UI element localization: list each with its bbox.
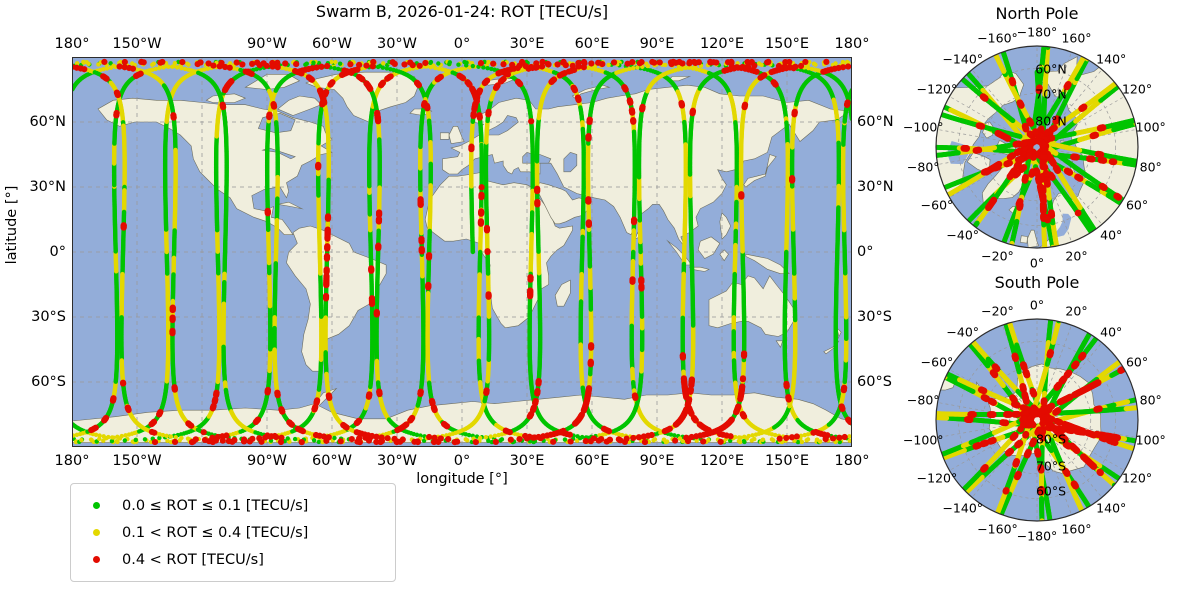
legend-label-mid: 0.1 < ROT ≤ 0.4 [TECU/s]	[122, 524, 309, 541]
south-angle-tick-label: −80°	[906, 392, 940, 408]
north-angle-tick-label: −160°	[977, 30, 1018, 46]
legend: 0.0 ≤ ROT ≤ 0.1 [TECU/s] 0.1 < ROT ≤ 0.4…	[70, 483, 396, 582]
legend-dot-green-icon	[93, 502, 100, 509]
north-angle-tick-label: 160°	[1061, 30, 1092, 46]
north-angle-tick-label: 40°	[1100, 227, 1123, 243]
south-angle-tick-label: 40°	[1100, 324, 1123, 340]
y-axis-label: latitude [°]	[4, 185, 20, 265]
main-title: Swarm B, 2026-01-24: ROT [TECU/s]	[315, 2, 609, 21]
y-tick-label-left: 60°S	[31, 374, 66, 390]
north-angle-tick-label: −80°	[906, 159, 940, 175]
north-angle-tick-label: 100°	[1135, 119, 1166, 135]
y-tick-label-right: 60°N	[857, 114, 894, 130]
legend-dot-yellow-icon	[93, 529, 100, 536]
north-angle-tick-label: −140°	[942, 51, 984, 67]
x-tick-label-top: 150°W	[112, 36, 162, 52]
south-radial-tick-label: 60°S	[1035, 483, 1067, 499]
x-tick-label-top: 150°E	[764, 36, 810, 52]
world-map-canvas	[72, 57, 852, 447]
x-tick-label-bottom: 30°E	[509, 453, 545, 469]
north-pole-canvas	[934, 44, 1140, 250]
south-angle-tick-label: 20°	[1065, 303, 1088, 319]
north-radial-tick-label: 80°N	[1035, 113, 1067, 129]
x-tick-label-top: 30°E	[509, 36, 545, 52]
x-tick-label-bottom: 180°	[834, 453, 870, 469]
x-tick-label-bottom: 60°W	[311, 453, 353, 469]
south-radial-tick-label: 70°S	[1035, 458, 1067, 474]
south-angle-tick-label: 100°	[1135, 432, 1166, 448]
south-angle-tick-label: 140°	[1096, 500, 1127, 516]
south-angle-tick-label: −160°	[977, 521, 1018, 537]
south-angle-tick-label: −140°	[942, 500, 984, 516]
x-tick-label-top: 30°W	[376, 36, 418, 52]
x-tick-label-top: 90°E	[639, 36, 675, 52]
x-tick-label-bottom: 90°E	[639, 453, 675, 469]
y-tick-label-left: 0°	[49, 244, 66, 260]
x-tick-label-top: 180°	[834, 36, 870, 52]
south-angle-tick-label: −40°	[946, 324, 980, 340]
north-angle-tick-label: −20°	[981, 248, 1014, 264]
north-angle-tick-label: 80°	[1139, 159, 1162, 175]
x-tick-label-top: 60°W	[311, 36, 353, 52]
south-pole-title: South Pole	[994, 273, 1080, 292]
x-tick-label-bottom: 0°	[453, 453, 471, 469]
south-angle-tick-label: 80°	[1139, 392, 1162, 408]
north-angle-tick-label: −100°	[902, 119, 944, 135]
x-tick-label-bottom: 180°	[54, 453, 90, 469]
north-angle-tick-label: −40°	[946, 227, 980, 243]
north-angle-tick-label: −120°	[916, 81, 958, 97]
y-tick-label-right: 30°N	[857, 179, 894, 195]
south-angle-tick-label: 60°	[1125, 354, 1149, 370]
y-tick-label-right: 0°	[857, 244, 874, 260]
north-pole-title: North Pole	[995, 4, 1079, 23]
north-radial-tick-label: 70°N	[1035, 86, 1067, 102]
x-tick-label-bottom: 120°E	[699, 453, 745, 469]
x-tick-label-top: 60°E	[574, 36, 610, 52]
south-angle-tick-label: −180°	[1016, 528, 1058, 543]
y-tick-label-left: 30°S	[31, 309, 66, 325]
x-tick-label-top: 0°	[453, 36, 471, 52]
legend-item-high: 0.4 < ROT [TECU/s]	[81, 546, 381, 573]
north-angle-tick-label: 120°	[1121, 81, 1153, 97]
south-angle-tick-label: −20°	[981, 303, 1014, 319]
x-tick-label-bottom: 150°W	[112, 453, 162, 469]
x-tick-label-bottom: 60°E	[574, 453, 610, 469]
y-tick-label-left: 60°N	[29, 114, 66, 130]
x-tick-label-bottom: 30°W	[376, 453, 418, 469]
south-angle-tick-label: −120°	[916, 470, 958, 486]
south-radial-tick-label: 80°S	[1035, 431, 1067, 447]
north-angle-tick-label: −180°	[1016, 24, 1058, 39]
south-angle-tick-label: 120°	[1121, 470, 1153, 486]
north-radial-tick-label: 60°N	[1035, 61, 1067, 77]
x-tick-label-top: 120°E	[699, 36, 745, 52]
map-frame	[72, 57, 852, 447]
north-angle-tick-label: −60°	[920, 197, 954, 213]
south-angle-tick-label: 160°	[1061, 521, 1092, 537]
south-angle-tick-label: −60°	[920, 354, 954, 370]
south-angle-tick-label: −100°	[902, 432, 944, 448]
north-angle-tick-label: 20°	[1065, 248, 1088, 264]
legend-label-high: 0.4 < ROT [TECU/s]	[122, 551, 264, 568]
legend-label-low: 0.0 ≤ ROT ≤ 0.1 [TECU/s]	[122, 497, 309, 514]
north-angle-tick-label: 0°	[1029, 255, 1045, 270]
x-axis-label: longitude [°]	[416, 471, 508, 487]
north-angle-tick-label: 140°	[1096, 51, 1127, 67]
south-angle-tick-label: 0°	[1029, 297, 1045, 312]
x-tick-label-bottom: 150°E	[764, 453, 810, 469]
south-pole-canvas	[934, 317, 1140, 523]
y-tick-label-left: 30°N	[29, 179, 66, 195]
north-angle-tick-label: 60°	[1125, 197, 1149, 213]
x-tick-label-top: 90°W	[246, 36, 288, 52]
x-tick-label-bottom: 90°W	[246, 453, 288, 469]
x-tick-label-top: 180°	[54, 36, 90, 52]
y-tick-label-right: 30°S	[857, 309, 892, 325]
y-tick-label-right: 60°S	[857, 374, 892, 390]
legend-item-mid: 0.1 < ROT ≤ 0.4 [TECU/s]	[81, 519, 381, 546]
legend-item-low: 0.0 ≤ ROT ≤ 0.1 [TECU/s]	[81, 492, 381, 519]
legend-dot-red-icon	[93, 556, 100, 563]
